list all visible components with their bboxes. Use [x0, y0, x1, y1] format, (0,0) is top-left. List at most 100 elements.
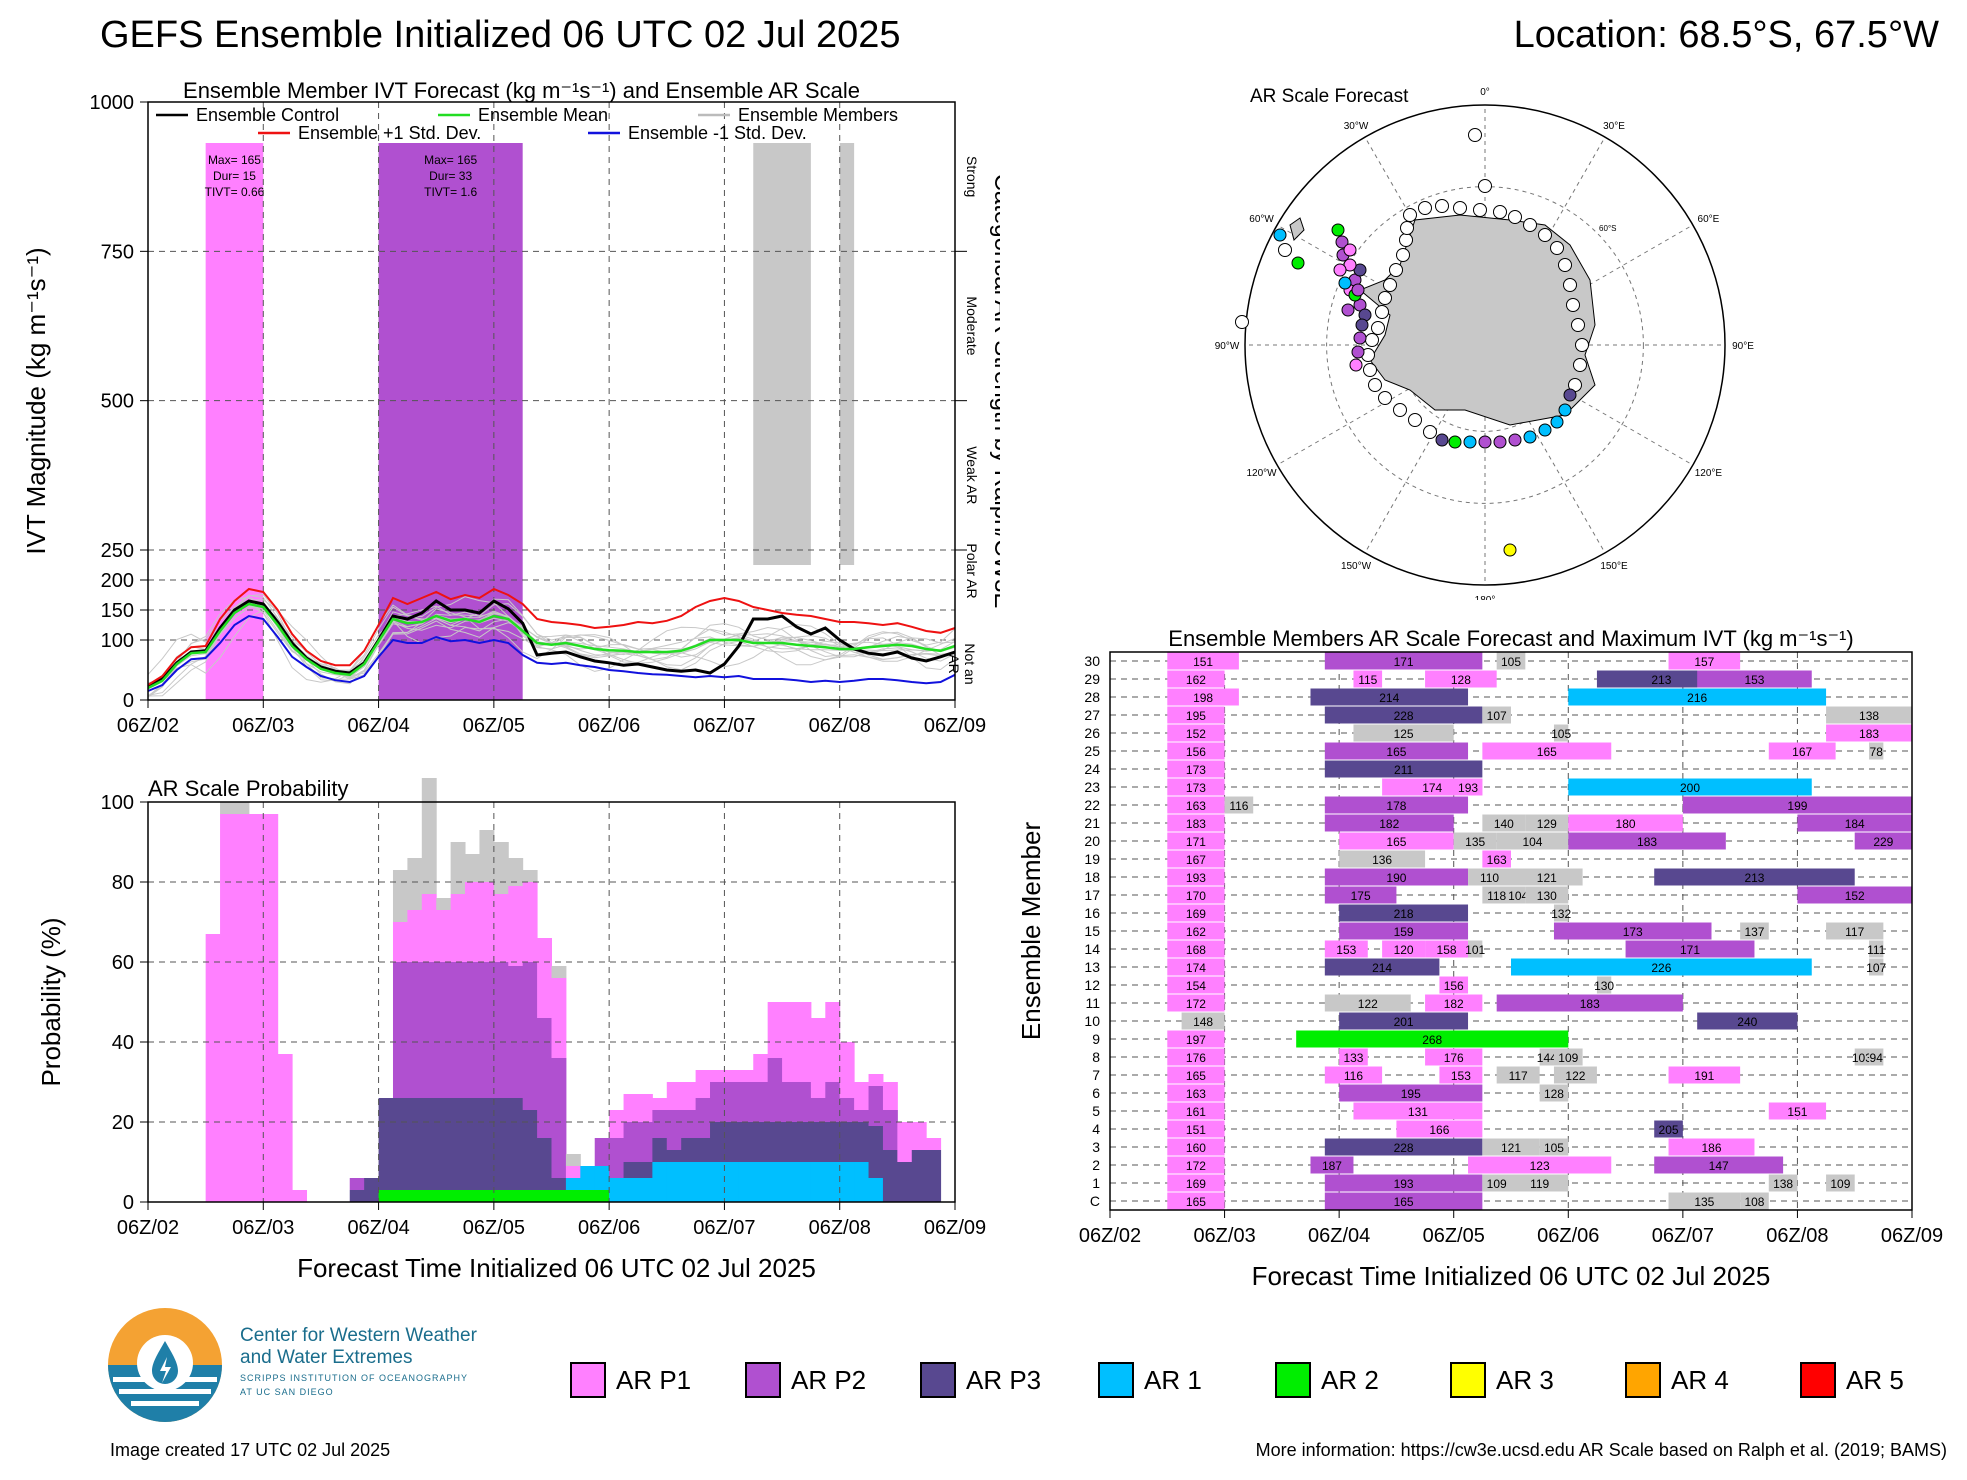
member-label: 29 [1084, 671, 1100, 687]
y-tick-label: 100 [101, 630, 134, 652]
member-event-label: 144 [1537, 1051, 1557, 1065]
member-event-label: 228 [1394, 709, 1414, 723]
member-event-ar_2 [1296, 1030, 1569, 1048]
member-event-label: 122 [1565, 1069, 1585, 1083]
member-event-label: 165 [1386, 835, 1406, 849]
prob-bar-ar_p2 [551, 1058, 567, 1178]
member-event-label: 226 [1651, 961, 1671, 975]
member-event-members_gray [1511, 886, 1526, 904]
member-event-ar_p1 [1167, 868, 1225, 886]
member-event-members_gray [1339, 850, 1426, 868]
map-marker [1493, 205, 1507, 219]
x-tick-label: 06Z/02 [117, 1217, 179, 1239]
prob-bar-ar_p2 [710, 1082, 725, 1122]
member-event-label: 116 [1344, 1069, 1363, 1083]
member-event-ar_p3 [1697, 1012, 1798, 1030]
member-event-label: 199 [1787, 799, 1807, 813]
member-event-label: 138 [1773, 1177, 1793, 1191]
member-event-members_gray [1668, 1192, 1741, 1210]
prob-bar-ar_p3 [738, 1122, 754, 1162]
prob-bar-ar_2 [465, 1190, 480, 1202]
legend-item-ar_p1: AR P1 [570, 1362, 691, 1398]
legend-item-ar_p3: AR P3 [920, 1362, 1041, 1398]
member-event-label: 117 [1845, 925, 1864, 939]
member-event-label: 182 [1379, 817, 1399, 831]
member-event-label: 218 [1394, 907, 1414, 921]
prob-bar-ar_p1 [522, 882, 538, 962]
member-event-label: 168 [1186, 943, 1206, 957]
member-event-ar_p1 [1167, 814, 1225, 832]
member-event-ar_p2 [1654, 1156, 1784, 1174]
member-event-members_gray [1181, 1012, 1225, 1030]
member-event-label: 151 [1186, 1123, 1206, 1137]
y-tick-label: 80 [112, 872, 134, 894]
prob-bar-ar_p2 [450, 962, 466, 1098]
x-tick-label: 06Z/03 [1193, 1225, 1255, 1247]
y-tick-label: 200 [101, 570, 134, 592]
x-tick-label: 06Z/08 [809, 715, 871, 737]
prob-bar-members_gray [234, 802, 250, 814]
member-event-label: 205 [1659, 1123, 1679, 1137]
prob-bar-ar_p2 [782, 1082, 797, 1122]
prob-bar-ar_2 [378, 1190, 394, 1202]
member-event-label: 183 [1859, 727, 1879, 741]
member-event-ar_p1 [1167, 1156, 1225, 1174]
lon-label: 30°E [1603, 121, 1625, 132]
map-marker [1375, 305, 1389, 319]
member-event-label: 108 [1744, 1195, 1764, 1209]
member-event-ar_1 [1568, 688, 1827, 706]
map-marker [1389, 263, 1403, 277]
map-marker [1349, 358, 1363, 372]
prob-bar-ar_p2 [594, 1138, 610, 1166]
member-event-label: 268 [1422, 1033, 1442, 1047]
member-event-ar_p2 [1339, 1084, 1483, 1102]
member-event-label: 110 [1480, 871, 1499, 885]
member-event-members_gray [1482, 886, 1511, 904]
member-event-members_gray [1826, 922, 1884, 940]
map-marker [1538, 423, 1552, 437]
member-event-label: 163 [1487, 853, 1507, 867]
member-label: 7 [1092, 1067, 1100, 1083]
member-event-label: 173 [1186, 763, 1206, 777]
ar-event-label: Max= 165 [424, 153, 477, 167]
prob-bar-ar_p2 [695, 1098, 711, 1138]
member-label: 19 [1084, 851, 1100, 867]
prob-bar-members_gray [493, 842, 509, 894]
member-event-label: 167 [1186, 853, 1206, 867]
member-event-label: 195 [1401, 1087, 1421, 1101]
member-event-ar_p1 [1826, 724, 1912, 742]
prob-bar-ar_p1 [465, 882, 480, 962]
member-event-ar_p2 [1797, 814, 1912, 832]
map-marker [1351, 283, 1365, 297]
member-event-members_gray [1482, 1174, 1511, 1192]
member-label: 17 [1084, 887, 1100, 903]
member-event-ar_p1 [1568, 814, 1683, 832]
prob-bar-ar_p1 [421, 894, 437, 962]
map-marker [1368, 378, 1382, 392]
member-event-ar_p3 [1324, 706, 1483, 724]
member-event-label: 133 [1343, 1051, 1363, 1065]
prob-bar-ar_p3 [349, 1190, 365, 1202]
member-event-label: 190 [1386, 871, 1406, 885]
member-event-label: 197 [1186, 1033, 1206, 1047]
prob-bar-ar_1 [580, 1166, 596, 1190]
member-event-ar_p2 [1324, 868, 1469, 886]
prob-bar-ar_1 [724, 1162, 740, 1202]
series-line [147, 614, 956, 692]
prob-bar-ar_2 [450, 1190, 466, 1202]
prob-bar-ar_1 [854, 1162, 870, 1202]
member-event-ar_p1 [1482, 742, 1612, 760]
prob-bar-ar_p1 [493, 894, 509, 962]
member-event-ar_p2 [1324, 1192, 1483, 1210]
member-event-label: 128 [1544, 1087, 1564, 1101]
prob-bar-members_gray [508, 858, 524, 886]
map-marker [1508, 210, 1522, 224]
member-event-label: 162 [1186, 925, 1206, 939]
member-event-label: 186 [1701, 1141, 1721, 1155]
prob-bar-ar_1 [681, 1162, 697, 1202]
prob-bar-ar_2 [493, 1190, 509, 1202]
member-event-label: 182 [1444, 997, 1464, 1011]
lon-label: 60°W [1249, 214, 1274, 225]
prob-bar-ar_p2 [839, 1098, 855, 1122]
member-event-ar_p1 [1167, 994, 1225, 1012]
